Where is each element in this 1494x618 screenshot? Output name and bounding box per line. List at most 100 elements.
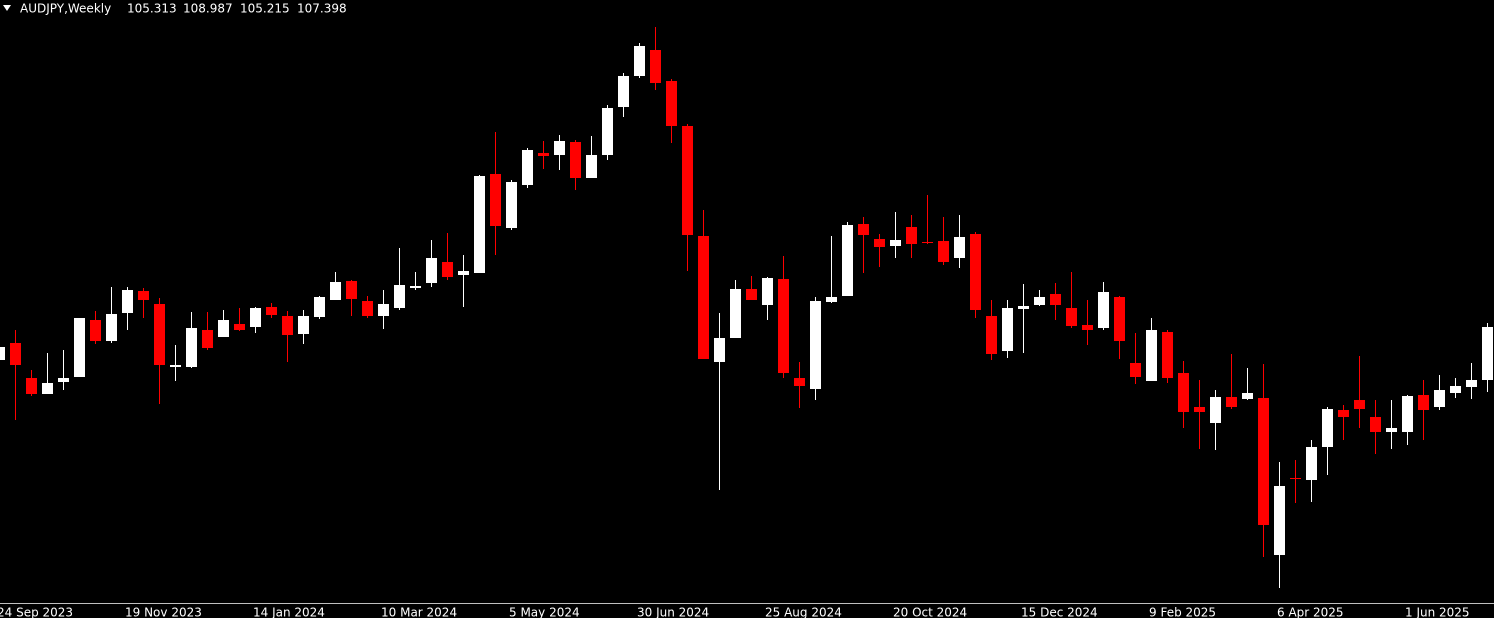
candle-body [1418,395,1429,410]
candle-body [490,174,501,226]
candle-body [986,316,997,354]
candle-body [426,258,437,283]
candle-body [666,81,677,126]
candle-body [682,126,693,235]
candle-body [794,378,805,386]
candle-body [394,285,405,308]
x-tick-label: 20 Oct 2024 [893,606,967,618]
candle-body [1274,486,1285,555]
candle-body [1338,410,1349,417]
chart-title: AUDJPY,Weekly [20,2,111,16]
candle-body [442,262,453,277]
candle-body [634,46,645,76]
candle-body [506,182,517,228]
candle-body [1370,417,1381,432]
candle-body [778,279,789,373]
candle-body [650,50,661,83]
candle-body [1306,447,1317,480]
candle-body [330,282,341,300]
x-tick-label: 15 Dec 2024 [1021,606,1098,618]
candle-body [1002,308,1013,351]
x-tick-label: 6 Apr 2025 [1277,606,1344,618]
candle-body [234,324,245,330]
candle-body [698,236,709,359]
candle-body [954,237,965,258]
candle-body [938,241,949,262]
candle-body [1066,308,1077,326]
candle-body [1178,373,1189,412]
x-tick-label: 24 Sep 2023 [0,606,73,618]
candle-body [362,301,373,316]
candle-body [570,142,581,178]
candle-body [1402,396,1413,432]
candle-body [410,286,421,288]
candle-body [602,108,613,155]
candle-body [906,227,917,244]
candle-body [0,347,5,360]
candle-body [250,308,261,327]
candle-body [474,176,485,273]
header-triangle [3,5,11,11]
candle-body [106,314,117,341]
candle-body [282,316,293,335]
x-tick-label: 19 Nov 2023 [125,606,202,618]
candle-body [458,271,469,275]
candle-body [1098,292,1109,328]
candle-body [890,240,901,246]
candle-body [1322,409,1333,447]
candle-body [1162,332,1173,378]
x-tick-label: 30 Jun 2024 [637,606,709,618]
candle-body [202,330,213,348]
candle-body [970,234,981,310]
candle-body [522,150,533,185]
header-high: 108.987 [183,2,233,16]
candle-body [762,278,773,305]
candle-body [1450,386,1461,393]
candle-body [314,297,325,317]
candle-body [1210,397,1221,423]
x-tick-label: 5 May 2024 [509,606,580,618]
candle-body [1466,380,1477,387]
candle-body [1482,327,1493,380]
candle-body [554,141,565,155]
candle-body [1434,390,1445,407]
candle-body [538,153,549,156]
header-open: 105.313 [127,2,177,16]
candle-body [26,378,37,394]
candle-body [746,289,757,300]
candle-body [42,383,53,394]
candle-body [842,225,853,296]
candle-body [1082,325,1093,330]
candle-body [378,304,389,316]
candle-body [1386,428,1397,432]
candle-body [810,301,821,389]
candle-body [1130,363,1141,377]
candle-body [122,290,133,313]
candle-body [1226,397,1237,407]
candle-body [1354,400,1365,409]
candle-body [346,281,357,299]
candle-body [90,320,101,341]
candle-body [826,297,837,302]
candle-body [266,307,277,315]
candle-body [1146,330,1157,381]
candle-body [730,289,741,338]
candle-body [1114,297,1125,341]
candle-body [874,239,885,247]
candle-body [1050,294,1061,305]
candle-body [1258,398,1269,525]
x-tick-label: 1 Jun 2025 [1405,606,1470,618]
x-tick-label: 9 Feb 2025 [1149,606,1216,618]
candle-body [58,378,69,382]
candle-body [1290,478,1301,479]
candle-body [138,291,149,300]
candle-body [1194,407,1205,412]
candle-body [298,316,309,334]
header-close: 107.398 [297,2,347,16]
candle-body [618,76,629,107]
candle-body [1018,306,1029,309]
x-tick-label: 10 Mar 2024 [381,606,457,618]
header-low: 105.215 [240,2,290,16]
